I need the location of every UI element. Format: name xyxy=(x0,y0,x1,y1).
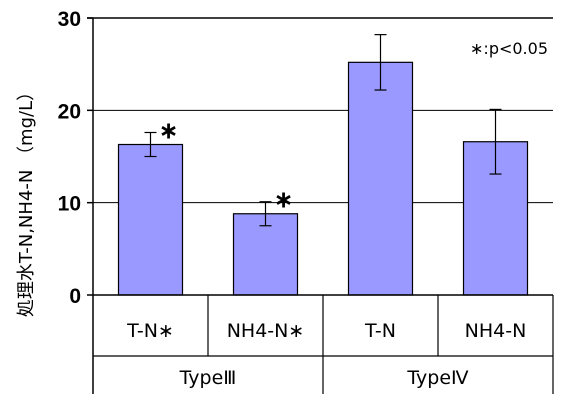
bars xyxy=(117,61,529,296)
category-labels: T-N∗ NH4-N∗ T-N NH4-N xyxy=(126,320,526,342)
group-labels: TypeⅢ TypeⅣ xyxy=(179,367,469,389)
group-label: TypeⅢ xyxy=(179,367,237,389)
category-label: T-N∗ xyxy=(126,320,174,342)
category-label: NH4-N xyxy=(465,320,527,342)
y-tick-label: 10 xyxy=(58,193,81,216)
bar xyxy=(232,213,299,296)
bar xyxy=(347,61,414,296)
error-bars xyxy=(144,34,502,227)
category-label: NH4-N∗ xyxy=(227,320,305,342)
axes xyxy=(87,17,554,394)
y-tick-label: 30 xyxy=(58,8,81,31)
significance-marks: ∗∗ xyxy=(158,116,293,213)
significance-mark: ∗ xyxy=(273,186,293,214)
y-tick-label: 20 xyxy=(58,100,81,123)
significance-note: ∗:p<0.05 xyxy=(470,39,548,58)
y-tick-labels: 0 10 20 30 xyxy=(58,8,81,308)
category-label: T-N xyxy=(364,320,396,342)
significance-mark: ∗ xyxy=(158,116,178,144)
y-axis-label: 処理水T-N,NH4-N （mg/L） xyxy=(16,83,37,317)
bar xyxy=(117,143,184,296)
group-label: TypeⅣ xyxy=(406,367,469,389)
y-tick-label: 0 xyxy=(69,285,81,308)
